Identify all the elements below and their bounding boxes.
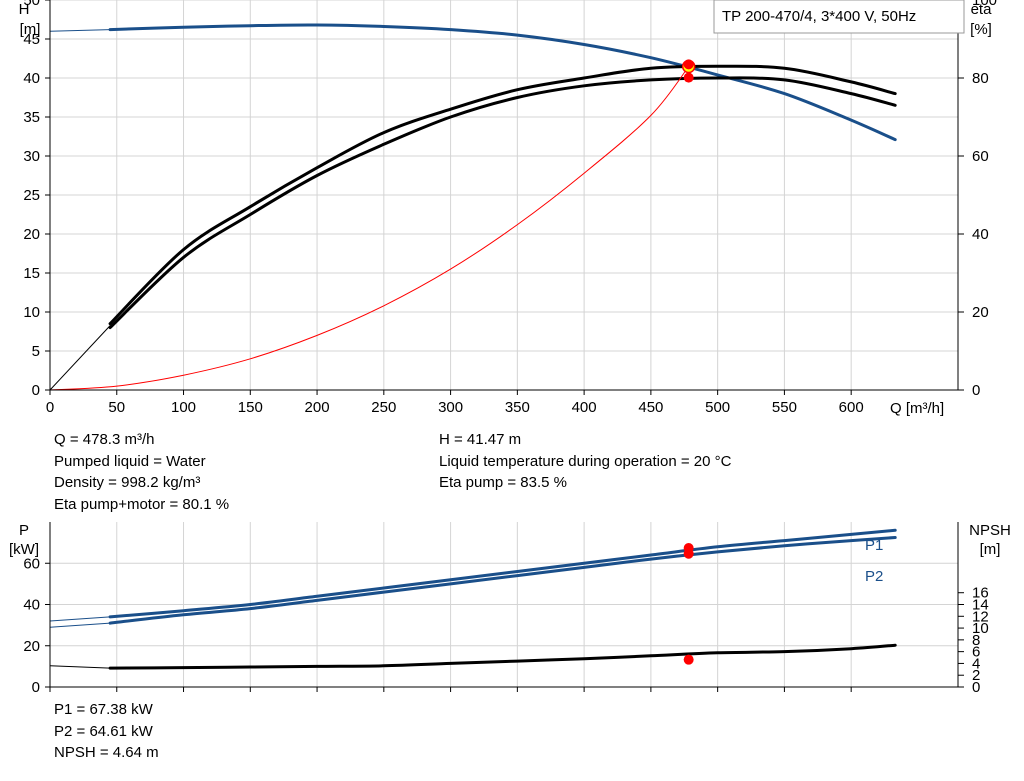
y-left-tick-label: 20 [23,638,40,655]
y-right-tick-label: 4 [972,655,980,672]
info-flow: Q = 478.3 m³/h [54,431,155,448]
info-top-right: H = 41.47 m Liquid temperature during op… [439,429,731,494]
y-right-tick-label: 8 [972,632,980,649]
series-head [108,23,897,142]
y-right-tick-label: 40 [972,226,989,243]
series-eta-total [108,76,897,330]
series-npsh [108,643,897,670]
x-tick-label: 100 [171,399,196,416]
x-tick-label: 250 [371,399,396,416]
info-eta-pump: Eta pump = 83.5 % [439,474,567,491]
chart-labels: 0 50 100 150 200 250 300 350 400 450 500 550 6000510… [23,0,997,696]
y-right-tick-label: 14 [972,597,989,614]
y-left-tick-label: 20 [23,226,40,243]
y-right-tick-label: 0 [972,679,980,696]
y-left-tick-label: 30 [23,148,40,165]
y-left-tick-label: 60 [23,555,40,572]
info-head: H = 41.47 m [439,431,522,448]
y-right-unit-npsh: [m] [980,541,1001,558]
y-left-unit-h: [m] [20,21,41,38]
y-left-unit-p: [kW] [9,541,39,558]
duty-point-eta-total [683,72,694,83]
y-left-tick-label: 35 [23,109,40,126]
y-left-tick-label: 0 [32,382,40,399]
x-tick-label: 0 [46,399,54,416]
y-right-tick-label: 10 [972,620,989,637]
y-right-tick-label: 100 [972,0,997,9]
y-right-tick-label: 16 [972,585,989,602]
x-axis-label: Q [m³/h] [890,400,944,417]
title-box [713,0,965,34]
info-p2: P2 = 64.61 kW [54,722,153,740]
y-right-tick-label: 6 [972,644,980,661]
series-npsh-ext [49,665,111,669]
x-tick-label: 600 [839,399,864,416]
duty-point-eta-pump [683,59,694,70]
y-left-tick-label: 50 [23,0,40,9]
y-left-label-p: P [19,522,29,539]
y-right-tick-label: 2 [972,667,980,684]
y-right-label-eta: eta [971,1,993,18]
x-tick-label: 200 [305,399,330,416]
legend-p1: P1 [865,537,883,554]
top-chart-grid [50,0,958,390]
info-bottom: P1 = 67.38 kW P2 = 64.61 kW NPSH = 4.64 … [54,699,159,764]
series-p1-ext [49,616,111,622]
info-liquid: Pumped liquid = Water [54,452,206,470]
chart-title: TP 200-470/4, 3*400 V, 50Hz [722,8,916,25]
series-system-curve [49,66,690,391]
series-eta-ext [49,325,111,391]
info-top-left: Q = 478.3 m³/h Pumped liquid = Water Den… [54,429,229,515]
info-density: Density = 998.2 kg/m³ [54,474,201,491]
y-right-tick-label: 12 [972,608,989,625]
duty-point-p2 [683,548,694,559]
info-p1: P1 = 67.38 kW [54,701,153,718]
y-left-tick-label: 0 [32,679,40,696]
x-tick-label: 350 [505,399,530,416]
y-right-tick-label: 0 [972,382,980,399]
y-right-label-npsh: NPSH [969,522,1011,539]
y-left-tick-label: 45 [23,31,40,48]
series-eta-pump [108,64,897,326]
series-p2-ext [49,622,111,628]
y-left-label-h: H [19,1,30,18]
info-temperature: Liquid temperature during operation = 20… [439,452,732,470]
chart-axes [45,0,964,692]
info-npsh: NPSH = 4.64 m [54,744,159,761]
x-tick-label: 500 [705,399,730,416]
series-p1 [108,528,897,619]
duty-point-npsh [683,654,694,665]
series-p2 [108,536,897,625]
top-chart-series [49,23,897,391]
info-eta-total: Eta pump+motor = 80.1 % [54,495,230,513]
x-tick-label: 400 [572,399,597,416]
x-tick-label: 50 [108,399,125,416]
y-right-tick-label: 20 [972,304,989,321]
x-tick-label: 450 [638,399,663,416]
y-right-unit-eta: [%] [970,21,992,38]
x-tick-label: 550 [772,399,797,416]
bottom-chart-series [49,528,897,670]
y-left-tick-label: 15 [23,265,40,282]
y-left-tick-label: 10 [23,304,40,321]
y-left-tick-label: 25 [23,187,40,204]
y-left-tick-label: 40 [23,597,40,614]
x-tick-label: 150 [238,399,263,416]
series-head-ext [49,29,111,32]
y-right-tick-label: 80 [972,70,989,87]
y-left-tick-label: 40 [23,70,40,87]
legend-p2: P2 [865,568,883,585]
y-left-tick-label: 5 [32,343,40,360]
y-right-tick-label: 60 [972,148,989,165]
x-tick-label: 300 [438,399,463,416]
